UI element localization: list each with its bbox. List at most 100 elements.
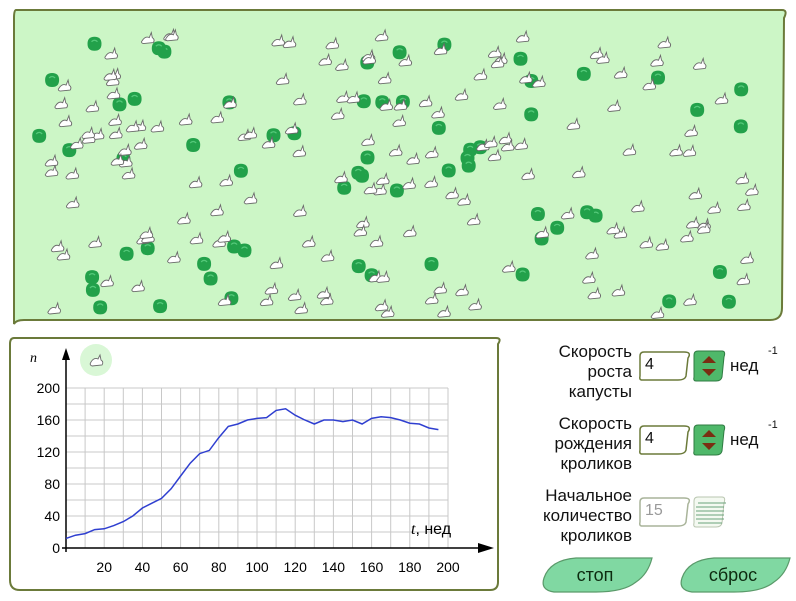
cabbage-icon <box>197 256 212 271</box>
rabbit-icon <box>493 96 507 110</box>
x-tick-labels: 20 40 60 80 100 120 140 160 180 200 <box>96 559 459 575</box>
y-tick-label: 80 <box>44 476 60 492</box>
rabbit-icon <box>535 225 549 239</box>
initial-count-input[interactable] <box>645 501 679 521</box>
rabbit-icon <box>487 45 502 59</box>
rabbit-icon <box>445 186 459 200</box>
rabbit-icon <box>118 142 132 156</box>
rabbit-icon <box>65 195 80 209</box>
rabbit-icon <box>514 137 528 151</box>
cabbage-rate-input[interactable] <box>645 355 679 375</box>
rabbit-icon <box>606 221 620 235</box>
rabbit-icon <box>639 235 654 249</box>
rabbit-icon <box>596 50 610 64</box>
rabbit-icon <box>613 65 628 79</box>
rabbit-icon <box>683 292 697 306</box>
x-axis-label: t, нед <box>411 521 452 538</box>
rabbit-icon <box>585 246 599 260</box>
rabbit-icon <box>50 239 65 253</box>
cabbage-icon <box>734 82 749 97</box>
rabbit-icon <box>269 256 284 270</box>
graph-grid <box>65 387 449 549</box>
rabbit-icon <box>655 237 670 251</box>
rabbit-icon <box>284 121 299 135</box>
rabbit-icon <box>424 291 439 305</box>
cabbage-icon <box>227 239 242 254</box>
rabbit-icon <box>56 247 71 261</box>
rabbit-icon <box>642 77 657 91</box>
cabbage-icon <box>461 158 476 173</box>
rabbit-icon <box>740 251 754 265</box>
cabbage-icon <box>712 265 727 279</box>
rabbit-icon <box>692 56 707 70</box>
initial-count-label-line2: количество <box>542 506 632 525</box>
rabbit-icon <box>100 274 114 288</box>
initial-count-stepper[interactable] <box>692 495 726 529</box>
stop-button[interactable]: стоп <box>536 552 654 596</box>
cabbage-icon <box>93 300 108 315</box>
rabbit-icon <box>81 125 95 139</box>
rabbit-icon <box>572 165 586 179</box>
rabbit-icon <box>466 212 481 226</box>
rabbit-icon <box>669 143 683 157</box>
reset-button-leaf <box>680 557 791 593</box>
rabbit-icon <box>589 46 604 60</box>
cabbage-icon <box>389 183 404 198</box>
rabbit-icon <box>707 200 721 214</box>
rabbit-icon <box>714 91 729 105</box>
reset-button[interactable]: сброс <box>674 552 792 596</box>
cabbage-icon <box>112 97 127 112</box>
rabbit-icon <box>320 248 335 262</box>
cabbage-rate-stepper[interactable] <box>692 349 726 383</box>
rabbit-icon <box>44 163 59 177</box>
stop-button-leaf <box>542 557 653 593</box>
rabbit-icon <box>403 224 417 238</box>
rabbit-icon <box>150 119 165 133</box>
cabbage-icon <box>45 73 60 87</box>
rabbit-icon <box>457 192 471 206</box>
y-axis-arrow <box>62 348 70 360</box>
rabbit-icon <box>393 97 408 111</box>
rabbit-icon <box>282 35 297 49</box>
simulation-field <box>13 9 787 325</box>
rabbit-icon <box>47 301 61 315</box>
rabbit-rate-unit-exponent: -1 <box>768 419 778 431</box>
rabbit-icon <box>125 119 140 133</box>
rabbit-icon <box>325 36 340 50</box>
rabbit-icon <box>294 301 308 315</box>
cabbage-icon <box>356 94 371 109</box>
cabbage-icon <box>151 41 166 56</box>
rabbit-icon <box>275 72 290 86</box>
rabbit-icon <box>737 198 751 212</box>
rabbit-icon <box>455 283 469 297</box>
rabbit-rate-field[interactable] <box>638 424 692 456</box>
rabbit-rate-input[interactable] <box>645 429 679 449</box>
initial-count-field[interactable] <box>638 496 692 528</box>
rabbit-icon <box>346 90 361 104</box>
cabbage-icon <box>233 163 248 178</box>
rabbit-icon <box>657 35 672 49</box>
rabbit-icon <box>473 67 488 81</box>
rabbit-icon <box>484 135 498 149</box>
rabbit-icon <box>380 304 395 318</box>
rabbit-icon <box>85 99 100 113</box>
cabbage-icon <box>85 282 100 297</box>
rabbit-rate-stepper[interactable] <box>692 423 726 457</box>
cabbage-icon <box>140 241 155 256</box>
cabbage-icon <box>153 299 168 314</box>
cabbage-icon <box>351 165 366 180</box>
stop-button-label: стоп <box>576 565 614 585</box>
x-tick-label: 160 <box>360 559 384 575</box>
x-tick-label: 180 <box>398 559 422 575</box>
rabbit-icon <box>392 113 406 127</box>
rabbit-icon <box>217 293 232 307</box>
cabbage-icon <box>119 246 134 261</box>
cabbage-rate-field[interactable] <box>638 350 692 382</box>
y-tick-label: 200 <box>37 380 61 396</box>
rabbit-icon <box>88 235 102 249</box>
y-tick-label: 120 <box>37 444 61 460</box>
rabbit-icon <box>697 220 711 234</box>
initial-count-label: Начальное количество кроликов <box>500 486 632 546</box>
x-tick-label: 100 <box>245 559 269 575</box>
